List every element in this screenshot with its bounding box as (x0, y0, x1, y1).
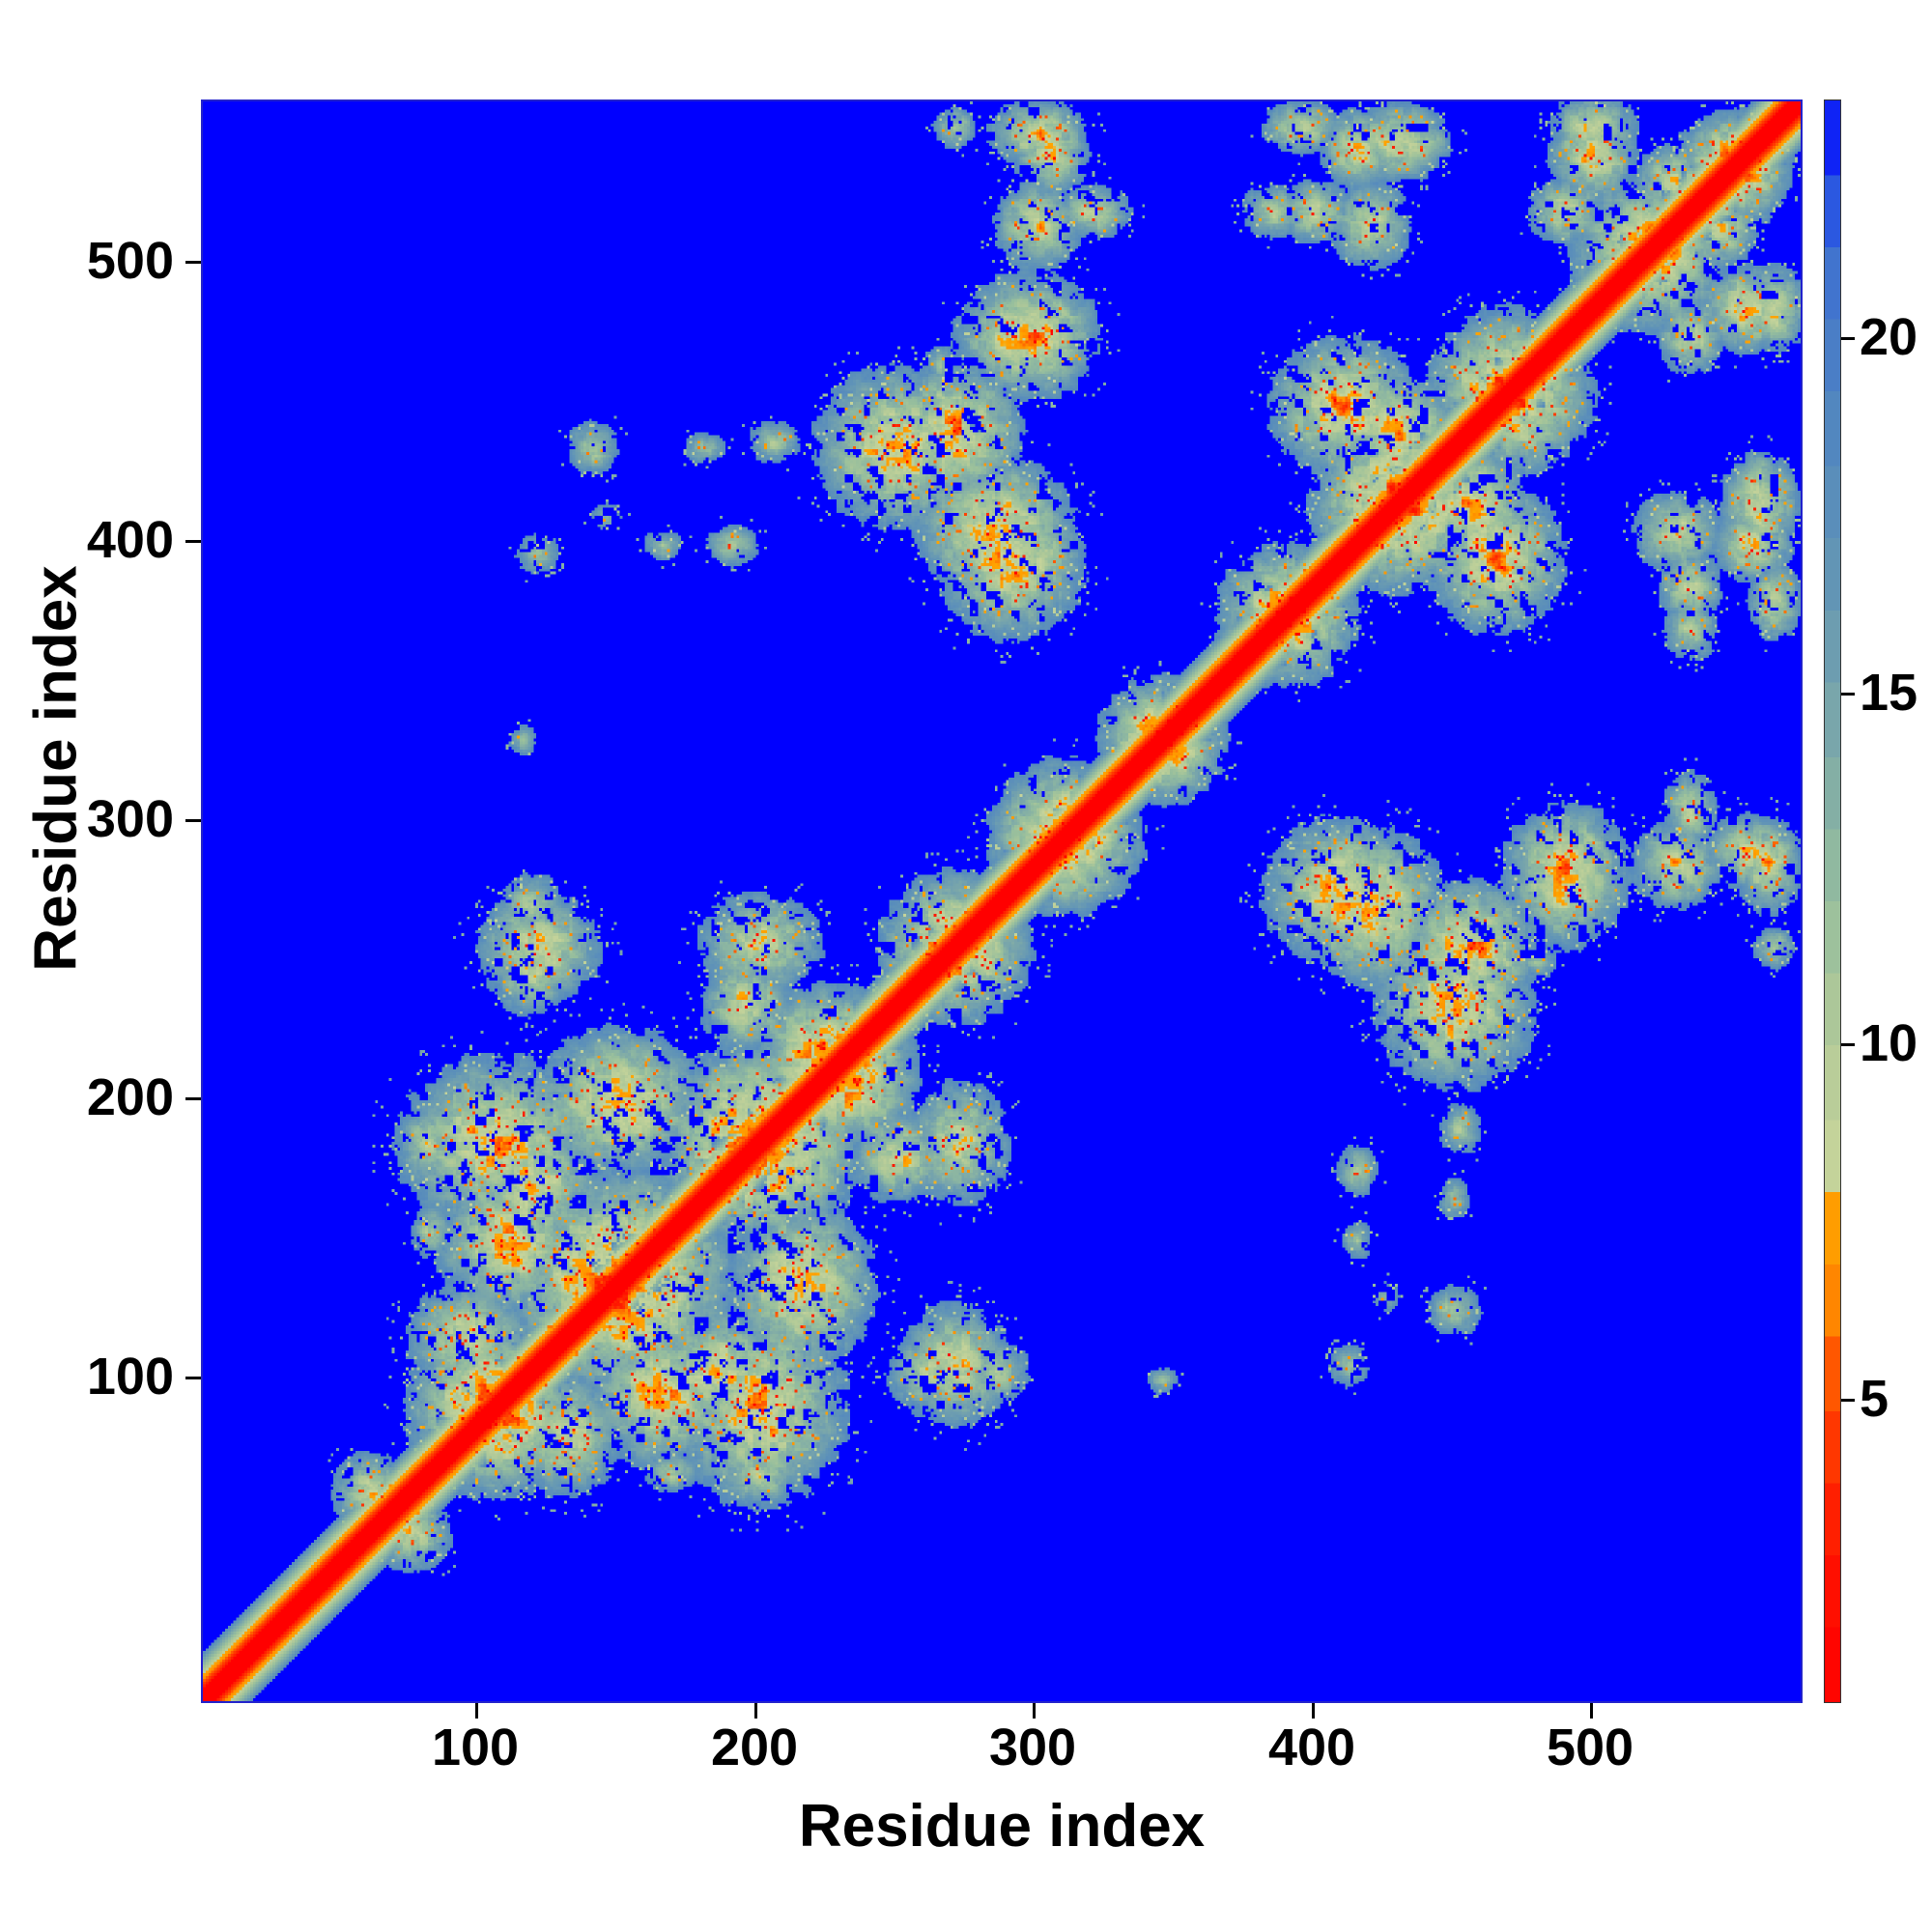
x-tick-label-500: 500 (1546, 1719, 1634, 1776)
colorbar (1824, 99, 1841, 1703)
y-tick-label-500: 500 (86, 232, 174, 290)
x-tick-100 (475, 1703, 478, 1719)
heatmap-plot-area (201, 99, 1803, 1703)
y-tick-100 (185, 1377, 201, 1379)
x-tick-label-300: 300 (988, 1719, 1077, 1776)
x-tick-300 (1033, 1703, 1036, 1719)
x-tick-label-100: 100 (431, 1719, 520, 1776)
colorbar-label-5: 5 (1860, 1370, 1889, 1428)
colorbar-label-10: 10 (1860, 1014, 1918, 1072)
x-axis-label: Residue index (798, 1793, 1206, 1860)
x-tick-400 (1312, 1703, 1315, 1719)
colorbar-tick-10 (1841, 1043, 1855, 1046)
y-axis-label: Residue index (22, 565, 90, 972)
y-tick-500 (185, 261, 201, 264)
colorbar-tick-20 (1841, 337, 1855, 340)
y-tick-label-400: 400 (86, 511, 174, 569)
x-tick-label-200: 200 (710, 1719, 799, 1776)
y-tick-label-200: 200 (86, 1068, 174, 1126)
y-tick-400 (185, 540, 201, 543)
colorbar-canvas (1825, 100, 1840, 1702)
x-tick-label-400: 400 (1267, 1719, 1356, 1776)
y-tick-300 (185, 819, 201, 822)
y-tick-label-300: 300 (86, 790, 174, 848)
colorbar-tick-15 (1841, 693, 1855, 696)
colorbar-label-15: 15 (1860, 664, 1918, 722)
colorbar-label-20: 20 (1860, 308, 1918, 366)
y-tick-label-100: 100 (86, 1348, 174, 1406)
x-tick-200 (754, 1703, 757, 1719)
heatmap-canvas (203, 101, 1801, 1701)
y-tick-200 (185, 1097, 201, 1100)
x-tick-500 (1590, 1703, 1593, 1719)
colorbar-tick-5 (1841, 1399, 1855, 1402)
